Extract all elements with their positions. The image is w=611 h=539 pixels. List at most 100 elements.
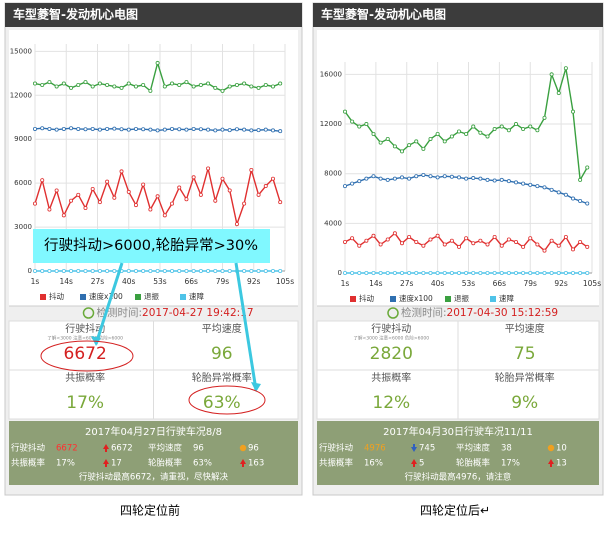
- data-point: [442, 174, 447, 179]
- data-point: [535, 242, 540, 247]
- data-point: [112, 126, 117, 131]
- legend-swatch: [350, 296, 356, 302]
- data-point: [378, 176, 383, 181]
- data-point: [578, 177, 583, 182]
- data-point: [442, 242, 447, 247]
- data-point: [133, 84, 138, 89]
- x-tick-label: 66s: [185, 277, 199, 286]
- footer-note: 行驶抖动最高6672，请重视，尽快解决: [79, 472, 229, 483]
- data-point: [542, 185, 547, 190]
- data-point: [428, 136, 433, 141]
- data-point: [414, 270, 419, 275]
- data-point: [421, 146, 426, 151]
- x-tick-label: 92s: [247, 277, 261, 286]
- annotation-arrow: [234, 262, 258, 391]
- data-point: [126, 189, 131, 194]
- data-point: [556, 91, 561, 96]
- data-point: [378, 140, 383, 145]
- caption: 四轮定位前: [120, 503, 180, 518]
- data-point: [428, 174, 433, 179]
- data-point: [170, 201, 175, 206]
- data-point: [249, 167, 254, 172]
- data-point: [170, 268, 175, 273]
- data-point: [435, 270, 440, 275]
- chart-bg: [317, 30, 599, 306]
- data-point: [399, 241, 404, 246]
- data-point: [364, 176, 369, 181]
- data-point: [485, 177, 490, 182]
- annotation-box: [33, 229, 270, 263]
- data-point: [141, 268, 146, 273]
- data-point: [371, 233, 376, 238]
- data-point: [542, 270, 547, 275]
- data-point: [54, 84, 59, 89]
- data-point: [162, 84, 167, 89]
- data-point: [141, 127, 146, 132]
- data-point: [133, 268, 138, 273]
- data-point: [407, 270, 412, 275]
- data-point: [514, 122, 519, 127]
- data-point: [33, 268, 38, 273]
- data-point: [83, 80, 88, 85]
- data-point: [392, 231, 397, 236]
- footer: [9, 421, 298, 485]
- data-point: [514, 180, 519, 185]
- data-point: [399, 270, 404, 275]
- data-point: [69, 268, 74, 273]
- data-point: [40, 268, 45, 273]
- data-point: [385, 237, 390, 242]
- data-point: [392, 176, 397, 181]
- data-point: [155, 194, 160, 199]
- data-point: [449, 270, 454, 275]
- data-point: [242, 268, 247, 273]
- footer-icon: [103, 444, 109, 452]
- data-point: [414, 174, 419, 179]
- data-point: [256, 268, 261, 273]
- data-point: [385, 270, 390, 275]
- data-point: [83, 268, 88, 273]
- data-point: [54, 188, 59, 193]
- data-point: [76, 268, 81, 273]
- data-point: [350, 236, 355, 241]
- legend-swatch: [135, 294, 141, 300]
- data-point: [227, 84, 232, 89]
- header-title: 车型菱智-发动机心电图: [13, 7, 138, 22]
- data-point: [105, 179, 110, 184]
- data-point: [69, 198, 74, 203]
- data-point: [442, 270, 447, 275]
- x-tick-label: 27s: [400, 279, 414, 288]
- legend-label: 速度x100: [399, 293, 433, 303]
- data-point: [414, 139, 419, 144]
- x-tick-label: 105s: [276, 277, 294, 286]
- data-point: [464, 270, 469, 275]
- legend-label: 速障: [499, 293, 514, 303]
- data-point: [563, 66, 568, 71]
- data-point: [357, 124, 362, 129]
- footer-icon: [548, 459, 554, 467]
- caption: 四轮定位后↵: [420, 503, 490, 518]
- stat-label: 共振概率: [65, 371, 105, 384]
- data-point: [61, 213, 66, 218]
- data-point: [191, 126, 196, 131]
- data-point: [148, 268, 153, 273]
- data-point: [162, 127, 167, 132]
- data-point: [155, 268, 160, 273]
- stat-label: 行驶抖动: [371, 322, 411, 335]
- data-point: [421, 243, 426, 248]
- stat-label: 共振概率: [371, 371, 411, 384]
- stat-label: 轮胎异常概率: [192, 371, 252, 384]
- x-tick-label: 14s: [369, 279, 383, 288]
- data-point: [148, 207, 153, 212]
- data-point: [184, 197, 189, 202]
- data-point: [227, 128, 232, 133]
- legend-swatch: [40, 294, 46, 300]
- data-point: [478, 176, 483, 181]
- data-point: [184, 127, 189, 132]
- footer-icon: [103, 459, 109, 467]
- data-point: [549, 187, 554, 192]
- data-point: [471, 124, 476, 129]
- data-point: [428, 237, 433, 242]
- data-point: [220, 88, 225, 93]
- data-point: [220, 268, 225, 273]
